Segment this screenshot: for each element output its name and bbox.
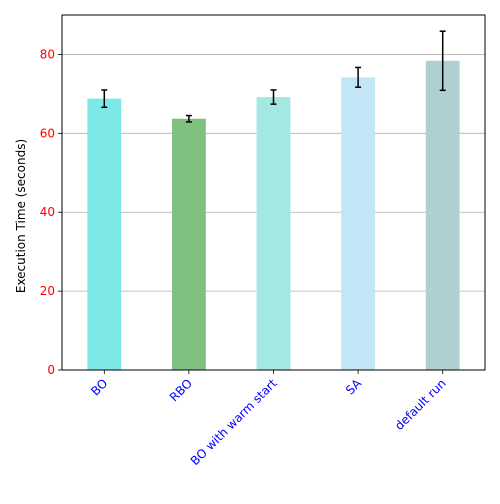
x-tick-label: default run <box>392 376 449 433</box>
x-tick-label: RBO <box>167 376 195 404</box>
bar <box>87 98 122 370</box>
y-ticks: 0 20 40 60 80 <box>40 47 62 377</box>
y-tick-label: 20 <box>40 284 55 298</box>
x-tick-label: SA <box>343 376 365 398</box>
bar <box>171 118 206 370</box>
bar <box>256 97 291 371</box>
y-tick-label: 60 <box>40 126 55 140</box>
x-tick-label: BO <box>88 376 110 398</box>
bars <box>87 60 460 371</box>
y-axis-label: Execution Time (seconds) <box>14 139 28 293</box>
bar <box>341 77 376 371</box>
y-tick-label: 80 <box>40 47 55 61</box>
x-tick-label: BO with warm start <box>188 376 280 468</box>
error-bars <box>101 30 446 123</box>
bar <box>425 60 460 370</box>
y-tick-label: 0 <box>47 363 55 377</box>
y-tick-label: 40 <box>40 205 55 219</box>
